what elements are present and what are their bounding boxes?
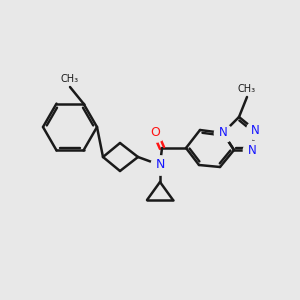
Text: CH₃: CH₃ [238, 84, 256, 94]
Text: N: N [250, 124, 260, 136]
Text: O: O [150, 125, 160, 139]
Text: CH₃: CH₃ [61, 74, 79, 84]
Text: N: N [219, 127, 227, 140]
Text: N: N [248, 143, 256, 157]
Text: N: N [155, 158, 165, 172]
